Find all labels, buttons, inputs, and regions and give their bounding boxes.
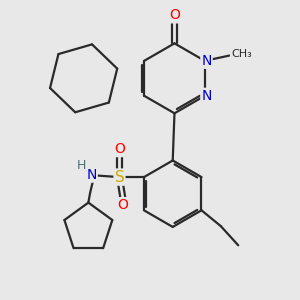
Text: O: O xyxy=(169,8,180,22)
Text: CH₃: CH₃ xyxy=(231,49,252,59)
Text: N: N xyxy=(201,89,212,103)
Text: O: O xyxy=(114,142,125,156)
Text: N: N xyxy=(86,168,97,182)
Text: H: H xyxy=(76,159,86,172)
Text: N: N xyxy=(201,54,212,68)
Text: O: O xyxy=(118,198,128,212)
Text: S: S xyxy=(115,169,124,184)
